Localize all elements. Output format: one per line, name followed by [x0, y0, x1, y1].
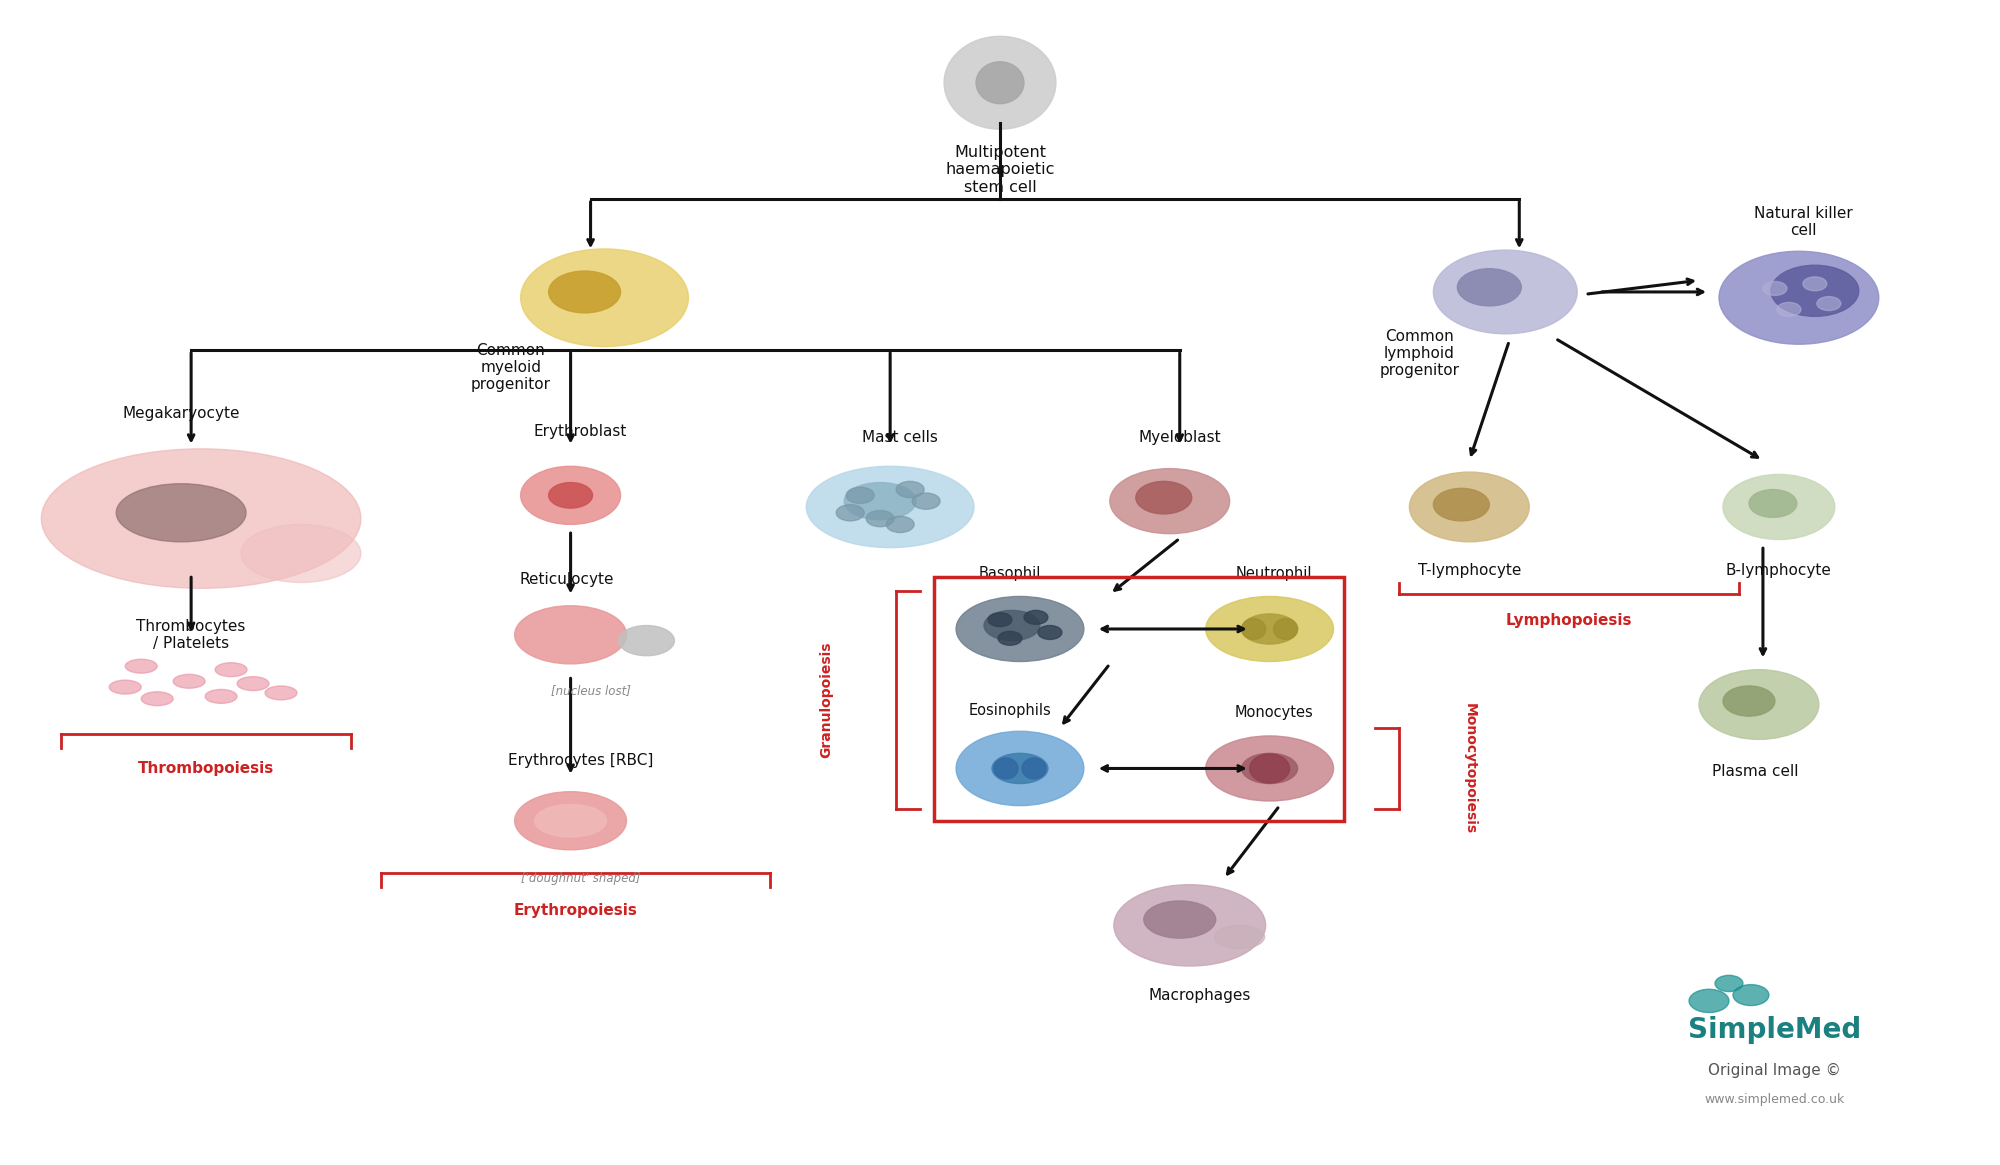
Ellipse shape: [1114, 884, 1266, 966]
Ellipse shape: [618, 626, 674, 656]
Ellipse shape: [548, 482, 592, 508]
Ellipse shape: [1410, 472, 1530, 542]
Ellipse shape: [1274, 619, 1298, 640]
Text: Thrombopoiesis: Thrombopoiesis: [138, 761, 274, 776]
Text: Mast cells: Mast cells: [862, 430, 938, 445]
Circle shape: [988, 613, 1012, 627]
Ellipse shape: [1722, 474, 1834, 539]
Ellipse shape: [520, 249, 688, 346]
Circle shape: [1802, 277, 1826, 291]
Ellipse shape: [126, 659, 158, 673]
Text: Lymphopoiesis: Lymphopoiesis: [1506, 613, 1632, 628]
Text: Neutrophil: Neutrophil: [1236, 566, 1312, 580]
Ellipse shape: [944, 36, 1056, 129]
Text: Natural killer
cell: Natural killer cell: [1754, 206, 1852, 239]
Circle shape: [886, 516, 914, 532]
Ellipse shape: [1022, 758, 1046, 779]
Circle shape: [1716, 975, 1742, 991]
Text: Erythrocytes [RBC]: Erythrocytes [RBC]: [508, 753, 654, 768]
Circle shape: [866, 510, 894, 527]
Text: Granulopoiesis: Granulopoiesis: [820, 642, 834, 758]
Circle shape: [846, 487, 874, 503]
Ellipse shape: [1458, 269, 1522, 306]
Ellipse shape: [548, 271, 620, 313]
Ellipse shape: [266, 686, 296, 700]
Ellipse shape: [1144, 901, 1216, 938]
Ellipse shape: [42, 449, 360, 588]
Text: Monocytes: Monocytes: [1234, 705, 1312, 720]
Circle shape: [1762, 282, 1786, 296]
Text: Erythropoiesis: Erythropoiesis: [514, 903, 638, 918]
Ellipse shape: [116, 483, 246, 542]
Ellipse shape: [514, 792, 626, 849]
Circle shape: [912, 493, 940, 509]
Ellipse shape: [1242, 754, 1298, 784]
Ellipse shape: [1434, 250, 1578, 334]
Ellipse shape: [992, 754, 1048, 784]
Circle shape: [1816, 297, 1840, 311]
Circle shape: [1038, 626, 1062, 640]
Ellipse shape: [216, 663, 248, 677]
Ellipse shape: [976, 62, 1024, 104]
Ellipse shape: [514, 606, 626, 664]
Ellipse shape: [142, 692, 174, 706]
Ellipse shape: [1748, 489, 1796, 517]
Ellipse shape: [1242, 619, 1266, 640]
Ellipse shape: [174, 675, 206, 689]
Ellipse shape: [238, 677, 270, 691]
Text: Megakaryocyte: Megakaryocyte: [122, 407, 240, 422]
Ellipse shape: [1242, 614, 1298, 644]
Ellipse shape: [110, 680, 142, 694]
Ellipse shape: [1206, 736, 1334, 802]
Circle shape: [836, 504, 864, 521]
Ellipse shape: [1206, 596, 1334, 662]
Ellipse shape: [1722, 686, 1774, 716]
Ellipse shape: [956, 596, 1084, 662]
Ellipse shape: [206, 690, 238, 704]
Text: www.simplemed.co.uk: www.simplemed.co.uk: [1704, 1093, 1846, 1107]
Circle shape: [1776, 303, 1800, 317]
Text: Common
myeloid
progenitor: Common myeloid progenitor: [470, 343, 550, 393]
Text: Monocytopoiesis: Monocytopoiesis: [1462, 702, 1476, 834]
Text: ['doughnut' shaped]: ['doughnut' shaped]: [520, 873, 640, 885]
Ellipse shape: [1136, 481, 1192, 514]
Text: Erythroblast: Erythroblast: [534, 424, 628, 439]
Ellipse shape: [242, 524, 360, 582]
Text: Basophil: Basophil: [978, 566, 1042, 580]
Ellipse shape: [1110, 468, 1230, 534]
Text: Original Image ©: Original Image ©: [1708, 1064, 1842, 1078]
Ellipse shape: [520, 466, 620, 524]
Ellipse shape: [1250, 754, 1290, 783]
Ellipse shape: [1214, 925, 1264, 948]
Circle shape: [896, 481, 924, 497]
Ellipse shape: [1720, 252, 1878, 344]
Text: [nucleus lost]: [nucleus lost]: [550, 684, 630, 697]
Ellipse shape: [1434, 488, 1490, 521]
Ellipse shape: [806, 466, 974, 548]
Circle shape: [1690, 989, 1728, 1012]
Ellipse shape: [534, 805, 606, 836]
Text: Reticulocyte: Reticulocyte: [520, 572, 614, 586]
Ellipse shape: [844, 482, 916, 520]
Text: Thrombocytes
/ Platelets: Thrombocytes / Platelets: [136, 619, 246, 651]
Text: Multipotent
haemapoietic
stem cell: Multipotent haemapoietic stem cell: [946, 144, 1054, 195]
Circle shape: [1732, 984, 1768, 1005]
Ellipse shape: [1770, 266, 1858, 317]
Ellipse shape: [956, 732, 1084, 806]
Text: Eosinophils: Eosinophils: [968, 702, 1052, 718]
Circle shape: [1024, 610, 1048, 624]
Text: T-lymphocyte: T-lymphocyte: [1418, 564, 1522, 578]
Circle shape: [998, 631, 1022, 645]
Text: Macrophages: Macrophages: [1148, 988, 1250, 1003]
Text: SimpleMed: SimpleMed: [1688, 1016, 1862, 1044]
Ellipse shape: [984, 610, 1040, 641]
Text: Common
lymphoid
progenitor: Common lymphoid progenitor: [1380, 329, 1460, 379]
Ellipse shape: [1700, 670, 1818, 740]
Ellipse shape: [994, 758, 1018, 779]
Text: B-lymphocyte: B-lymphocyte: [1726, 564, 1832, 578]
Text: Myeloblast: Myeloblast: [1138, 430, 1222, 445]
Text: Plasma cell: Plasma cell: [1712, 764, 1798, 779]
